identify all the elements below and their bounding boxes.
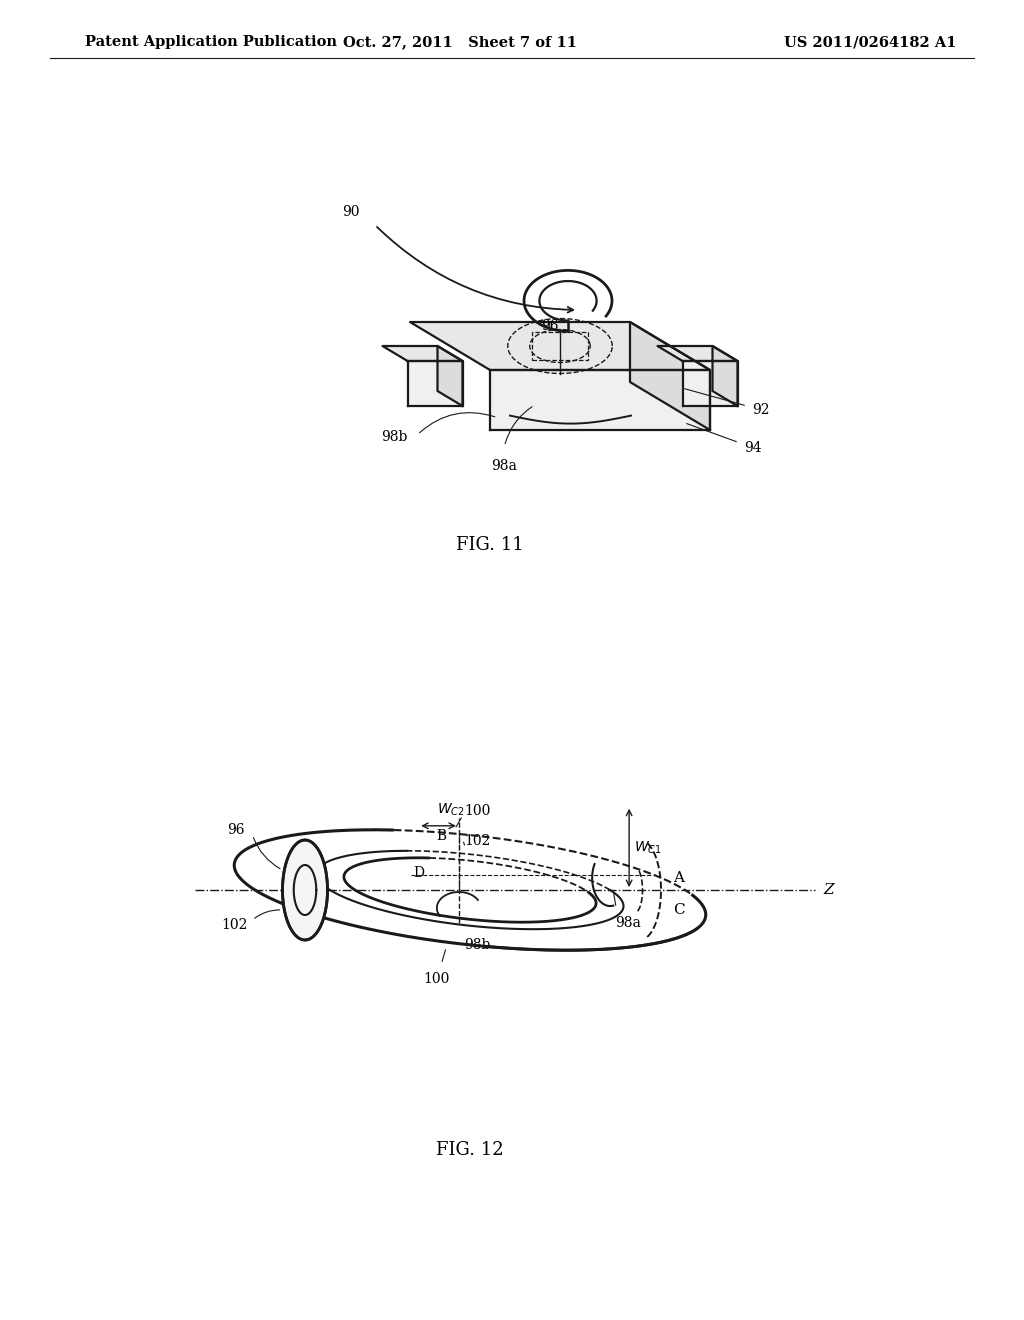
Text: 96: 96 [542, 319, 559, 333]
Text: 100: 100 [465, 804, 490, 818]
Text: 98b: 98b [464, 939, 490, 952]
Polygon shape [683, 360, 737, 407]
Text: 96: 96 [227, 822, 245, 837]
Text: 102: 102 [465, 834, 490, 849]
Text: C: C [673, 903, 685, 917]
Text: FIG. 11: FIG. 11 [456, 536, 524, 554]
Polygon shape [437, 346, 463, 407]
Text: 98b: 98b [381, 429, 408, 444]
Text: 90: 90 [342, 205, 360, 219]
Polygon shape [410, 322, 710, 370]
Text: FIG. 12: FIG. 12 [436, 1140, 504, 1159]
Text: B: B [437, 829, 446, 842]
Text: A: A [673, 871, 684, 884]
Text: 94: 94 [744, 441, 762, 454]
Polygon shape [408, 360, 463, 407]
Text: Patent Application Publication: Patent Application Publication [85, 36, 337, 49]
Text: Oct. 27, 2011   Sheet 7 of 11: Oct. 27, 2011 Sheet 7 of 11 [343, 36, 577, 49]
Polygon shape [490, 370, 710, 430]
Text: $W_{C1}$: $W_{C1}$ [634, 840, 662, 857]
Polygon shape [713, 346, 737, 407]
Polygon shape [630, 322, 710, 430]
Text: Z: Z [823, 883, 834, 898]
Text: 98a: 98a [615, 916, 641, 931]
Polygon shape [283, 840, 328, 940]
Text: US 2011/0264182 A1: US 2011/0264182 A1 [783, 36, 956, 49]
Polygon shape [657, 346, 737, 360]
Text: 98a: 98a [492, 459, 517, 473]
Text: D: D [413, 866, 424, 880]
Text: 92: 92 [752, 403, 769, 417]
Text: $W_{C2}$: $W_{C2}$ [436, 801, 465, 818]
Text: 100: 100 [423, 972, 450, 986]
Text: 102: 102 [221, 917, 248, 932]
Polygon shape [383, 346, 463, 360]
